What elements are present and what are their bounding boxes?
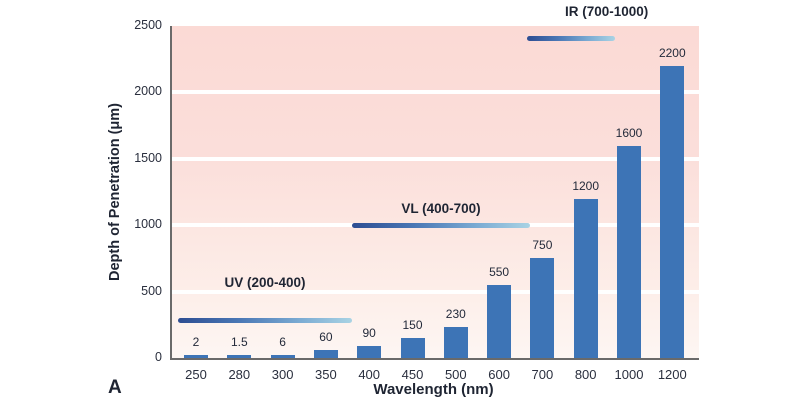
x-axis-title: Wavelength (nm) <box>373 381 494 398</box>
gridline-2000 <box>172 90 699 95</box>
uv-range-label: UV (200-400) <box>224 275 306 290</box>
vl-range-label: VL (400-700) <box>401 201 481 216</box>
bar-400nm <box>357 346 382 358</box>
bar-value-label: 1600 <box>615 125 643 140</box>
gridline-500 <box>172 289 699 294</box>
bar-value-label: 750 <box>532 238 553 253</box>
y-tick-label-0: 0 <box>155 350 162 364</box>
bar-350nm <box>313 350 338 358</box>
x-tick-label-400: 400 <box>358 367 381 382</box>
x-tick-label-700: 700 <box>531 367 554 382</box>
bar-value-label: 550 <box>489 264 510 279</box>
bar-800nm <box>573 198 598 358</box>
bar-500nm <box>443 327 468 358</box>
y-tick-label-500: 500 <box>141 283 162 298</box>
bar-value-label: 6 <box>279 335 286 349</box>
bar-value-label: 1200 <box>572 178 600 193</box>
y-tick-label-1000: 1000 <box>134 217 162 232</box>
vl-gradient-line <box>352 223 530 228</box>
bar-1200nm <box>660 65 685 358</box>
bar-1000nm <box>617 145 641 358</box>
ir-range-label: IR (700-1000) <box>565 4 649 19</box>
x-tick-label-500: 500 <box>444 367 467 382</box>
bar-700nm <box>530 258 555 358</box>
bar-value-label: 2 <box>192 335 200 349</box>
y-tick-label-2500: 2500 <box>134 18 162 32</box>
x-tick-label-1200: 1200 <box>657 367 687 382</box>
bar-250nm <box>184 355 208 358</box>
bar-value-label: 230 <box>445 307 466 322</box>
x-tick-label-300: 300 <box>271 367 294 382</box>
bar-300nm <box>270 355 295 358</box>
bar-value-label: 2200 <box>658 45 686 60</box>
bar-value-label: 90 <box>362 326 376 341</box>
ir-gradient-line <box>527 36 615 41</box>
bar-value-label: 60 <box>319 330 333 345</box>
x-tick-label-1000: 1000 <box>614 367 644 382</box>
x-tick-label-350: 350 <box>315 367 337 382</box>
panel-label: A <box>108 377 122 398</box>
bar-450nm <box>400 338 425 358</box>
uv-gradient-line <box>178 318 352 323</box>
gridline-1500 <box>172 156 699 161</box>
bar-280nm <box>227 355 252 358</box>
x-tick-label-800: 800 <box>574 367 597 382</box>
x-tick-label-280: 280 <box>228 367 251 382</box>
bar-600nm <box>487 284 512 358</box>
bar-value-label: 150 <box>402 318 423 333</box>
x-tick-label-600: 600 <box>488 367 510 382</box>
y-tick-label-2000: 2000 <box>134 84 162 99</box>
bar-value-label: 1.5 <box>230 335 248 349</box>
y-tick-label-1500: 1500 <box>134 150 162 165</box>
y-axis-title: Depth of Penetration (μm) <box>107 102 123 282</box>
x-tick-label-250: 250 <box>185 367 207 382</box>
plot-area: 2 1.5 6 60 90 150 230 550 750 1200 1600 2200 250 280 3… <box>134 18 699 382</box>
x-tick-label-450: 450 <box>401 367 424 382</box>
